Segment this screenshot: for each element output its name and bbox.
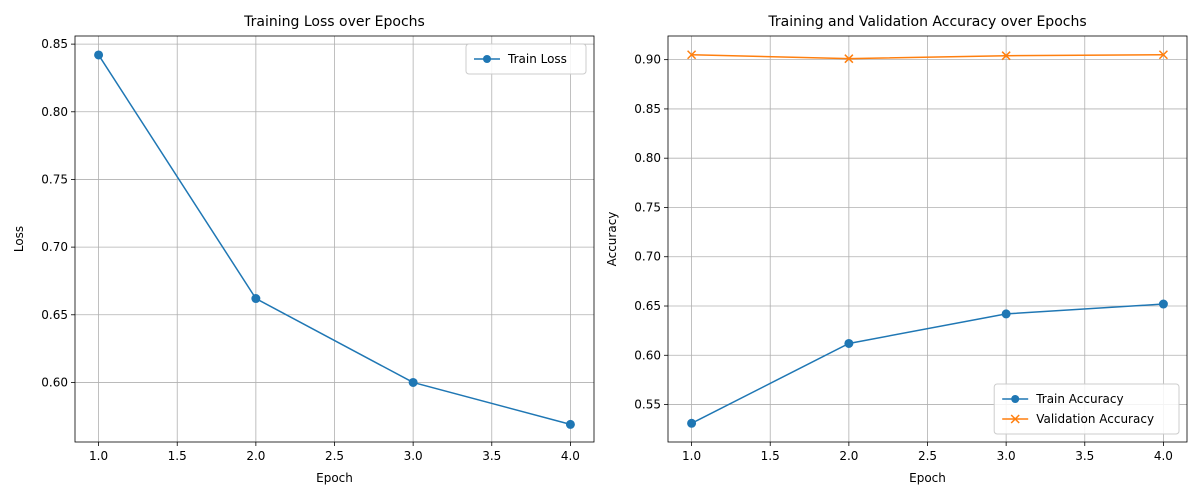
chart-panel-1: 1.0 1.5 2.0 2.5 3.0 3.5 4.0 0.60 0.65 0.70 0.75 0.8… xyxy=(12,14,595,485)
x-tick-label: 2.0 xyxy=(839,449,858,463)
marker-stroke xyxy=(1001,51,1011,61)
y-tick-label: 0.85 xyxy=(41,37,68,51)
series-2 xyxy=(687,50,1168,64)
y-tick-label: 0.75 xyxy=(41,172,68,186)
x-axis-label: Epoch xyxy=(909,471,946,485)
series-line xyxy=(691,53,1164,60)
chart-panel-2: 1.0 1.5 2.0 2.5 3.0 3.5 4.0 0.55 0.60 0.65 0.70 0.7… xyxy=(605,14,1188,485)
y-tick-label: 0.65 xyxy=(41,308,68,322)
y-tick-label: 0.55 xyxy=(634,398,661,412)
x-tick-label: 1.5 xyxy=(168,449,187,463)
x-tick-label: 1.5 xyxy=(761,449,780,463)
legend-marker xyxy=(483,55,491,63)
data-point xyxy=(1158,50,1168,60)
marker-stroke xyxy=(687,50,697,60)
legend-item: Train Loss xyxy=(474,52,567,66)
data-point xyxy=(251,294,261,304)
series-line xyxy=(97,54,571,426)
data-point xyxy=(844,54,854,64)
y-tick-label: 0.85 xyxy=(634,102,661,116)
y-axis-ticks: 0.55 0.60 0.65 0.70 0.75 0.80 0.85 0.90 xyxy=(634,53,668,412)
data-point xyxy=(687,418,697,428)
legend-box xyxy=(465,43,587,75)
legend-marker xyxy=(1011,395,1020,403)
legend-label: Train Loss xyxy=(507,52,567,66)
x-tick-label: 1.0 xyxy=(682,449,701,463)
data-point xyxy=(408,377,418,387)
y-tick-label: 0.80 xyxy=(634,151,661,165)
chart-title: Training Loss over Epochs xyxy=(243,14,425,30)
data-point xyxy=(1158,299,1168,309)
series-1 xyxy=(687,299,1168,428)
x-tick-label: 3.5 xyxy=(1075,449,1094,463)
x-axis-ticks: 1.0 1.5 2.0 2.5 3.0 3.5 4.0 xyxy=(682,442,1173,463)
legend: Train Accuracy Validation Accuracy xyxy=(993,383,1180,435)
legend-label: Train Accuracy xyxy=(1035,392,1123,406)
chart-title: Training and Validation Accuracy over Ep… xyxy=(767,14,1086,30)
y-tick-label: 0.60 xyxy=(41,375,68,389)
x-tick-label: 3.0 xyxy=(404,449,423,463)
x-axis-label: Epoch xyxy=(316,471,353,485)
x-tick-label: 2.0 xyxy=(246,449,265,463)
y-axis-label: Accuracy xyxy=(605,212,619,267)
x-tick-label: 4.0 xyxy=(1154,449,1173,463)
data-point xyxy=(1001,51,1011,61)
y-axis-ticks: 0.60 0.65 0.70 0.75 0.80 0.85 xyxy=(41,37,75,389)
legend-label: Validation Accuracy xyxy=(1036,412,1154,426)
y-tick-label: 0.90 xyxy=(634,53,661,67)
series-line xyxy=(691,303,1164,424)
data-point xyxy=(687,50,697,60)
legend: Train Loss xyxy=(465,43,587,75)
legend-marker xyxy=(1010,414,1020,424)
grid-lines xyxy=(668,36,1187,442)
y-tick-label: 0.70 xyxy=(634,250,661,264)
legend-item: Validation Accuracy xyxy=(1002,412,1154,426)
y-axis-label: Loss xyxy=(12,226,26,252)
data-point xyxy=(844,338,854,348)
x-tick-label: 2.5 xyxy=(325,449,344,463)
marker-stroke xyxy=(1158,50,1168,60)
y-tick-label: 0.75 xyxy=(634,200,661,214)
data-point xyxy=(565,419,575,429)
y-tick-label: 0.60 xyxy=(634,348,661,362)
data-point xyxy=(1001,309,1011,319)
y-tick-label: 0.80 xyxy=(41,105,68,119)
x-tick-label: 2.5 xyxy=(918,449,937,463)
data-point xyxy=(94,50,104,60)
series-1 xyxy=(94,50,575,429)
x-tick-label: 1.0 xyxy=(89,449,108,463)
grid-lines xyxy=(75,36,594,442)
x-tick-label: 3.0 xyxy=(997,449,1016,463)
x-tick-label: 4.0 xyxy=(561,449,580,463)
x-axis-ticks: 1.0 1.5 2.0 2.5 3.0 3.5 4.0 xyxy=(89,442,580,463)
y-tick-label: 0.65 xyxy=(634,299,661,313)
legend-box xyxy=(993,383,1180,435)
y-tick-label: 0.70 xyxy=(41,240,68,254)
marker-stroke xyxy=(844,54,854,64)
x-tick-label: 3.5 xyxy=(482,449,501,463)
legend-item: Train Accuracy xyxy=(1002,392,1124,406)
